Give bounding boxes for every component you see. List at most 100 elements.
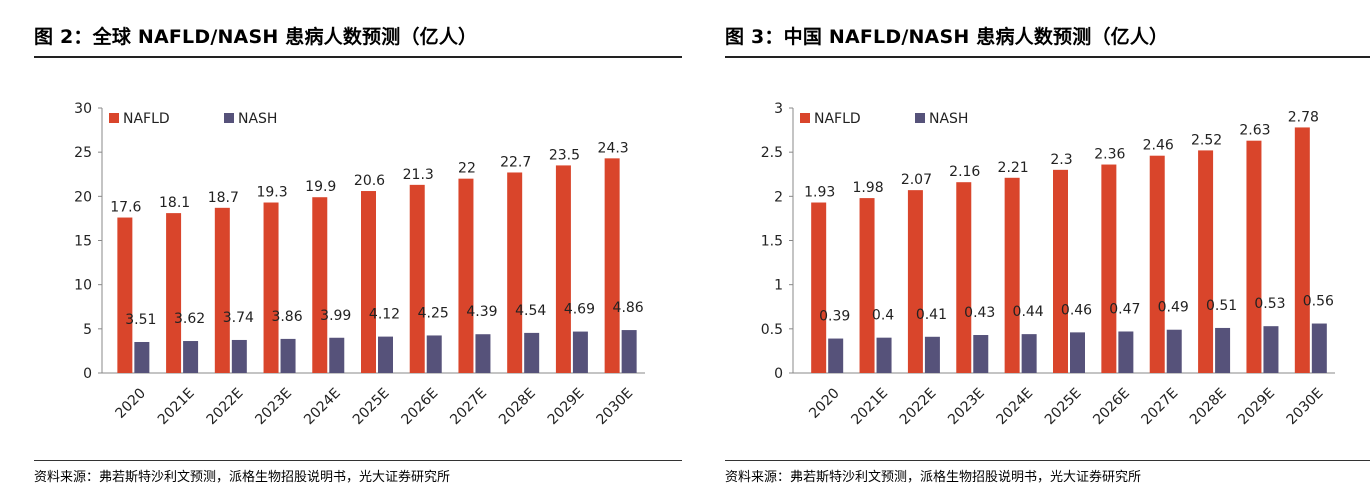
data-label-nafld: 2.63: [1239, 123, 1270, 139]
bar-nafld: [312, 197, 328, 373]
data-label-nash: 0.41: [916, 307, 947, 323]
data-label-nash: 3.51: [125, 312, 156, 328]
bar-nash: [1263, 326, 1279, 373]
data-label-nafld: 1.98: [852, 180, 883, 196]
x-tick-label: 2023E: [945, 385, 988, 428]
figure-title: 图 3：中国 NAFLD/NASH 患病人数预测（亿人）: [725, 26, 1169, 48]
bar-nash: [828, 338, 844, 373]
bar-nash: [1118, 331, 1134, 373]
bar-nafld: [458, 178, 474, 373]
data-label-nash: 0.44: [1013, 304, 1044, 320]
data-label-nash: 4.12: [369, 307, 400, 323]
x-tick-label: 2029E: [545, 385, 588, 428]
data-label-nafld: 2.16: [949, 164, 980, 180]
data-label-nafld: 20.6: [354, 173, 385, 189]
x-tick-label: 2022E: [204, 385, 247, 428]
data-label-nafld: 22.7: [500, 154, 531, 170]
bar-nafld: [1246, 140, 1262, 373]
x-tick-label: 2024E: [301, 385, 344, 428]
data-label-nash: 4.69: [564, 302, 595, 318]
bar-nash: [183, 341, 199, 373]
data-label-nafld: 2.78: [1288, 109, 1319, 125]
data-label-nash: 4.25: [418, 305, 449, 321]
bar-nash: [924, 336, 940, 373]
legend-label-nafld: NAFLD: [814, 111, 861, 127]
legend-label-nafld: NAFLD: [123, 111, 170, 127]
y-tick-label: 1: [774, 278, 783, 294]
data-label-nafld: 24.3: [598, 140, 629, 156]
y-tick-label: 15: [74, 234, 92, 250]
x-tick-label: 2029E: [1235, 385, 1278, 428]
y-tick-label: 5: [83, 322, 92, 338]
data-label-nafld: 21.3: [403, 167, 434, 183]
source-note: 资料来源：弗若斯特沙利文预测，派格生物招股说明书，光大证券研究所: [34, 470, 451, 485]
y-tick-label: 3: [774, 101, 783, 117]
data-label-nash: 3.62: [174, 311, 205, 327]
bar-nash: [475, 334, 491, 373]
x-tick-label: 2021E: [155, 385, 198, 428]
bar-nafld: [1004, 177, 1020, 373]
data-label-nash: 0.43: [964, 305, 995, 321]
title-divider: [725, 56, 1370, 58]
bar-nash: [1021, 334, 1037, 373]
legend-swatch-nafld: [800, 113, 810, 123]
bar-nafld: [1294, 127, 1310, 373]
bar-nafld: [1053, 169, 1068, 373]
bar-nafld: [811, 202, 827, 373]
data-label-nash: 0.4: [872, 308, 894, 324]
x-tick-label: 2028E: [1187, 385, 1230, 428]
bar-nash: [621, 330, 637, 373]
y-tick-label: 2.5: [761, 145, 783, 161]
bar-nafld: [214, 207, 230, 373]
chart-global: 0 5 10 15 20 25 30 NAFLD NASH 17.6 3.51 2020 18.1 3.6…: [74, 101, 645, 428]
bar-nafld: [507, 172, 523, 373]
bar-nafld: [117, 217, 133, 373]
x-tick-label: 2026E: [1090, 385, 1133, 428]
legend-swatch-nash: [915, 113, 925, 123]
data-label-nafld: 2.3: [1050, 152, 1072, 168]
legend-swatch-nafld: [109, 113, 119, 123]
bar-nash: [231, 339, 247, 373]
figure-china: 图 3：中国 NAFLD/NASH 患病人数预测（亿人） 0 0.5 1 1.5 2 2.…: [725, 0, 1370, 498]
data-label-nash: 3.99: [320, 308, 351, 324]
y-tick-label: 25: [74, 145, 92, 161]
bar-nash: [134, 341, 150, 373]
bar-nafld: [1198, 150, 1214, 373]
bar-nafld: [361, 191, 376, 373]
y-tick-label: 2: [774, 189, 783, 205]
bar-nafld: [1101, 164, 1117, 373]
data-label-nash: 0.49: [1158, 300, 1189, 316]
data-label-nafld: 2.46: [1143, 138, 1174, 154]
x-tick-label: 2028E: [496, 385, 539, 428]
title-divider: [34, 56, 682, 58]
data-label-nafld: 2.52: [1191, 132, 1222, 148]
legend-label-nash: NASH: [238, 111, 277, 127]
data-label-nash: 4.54: [515, 303, 546, 319]
x-tick-label: 2025E: [1042, 385, 1085, 428]
bar-nash: [1311, 323, 1327, 373]
figure-global: 图 2：全球 NAFLD/NASH 患病人数预测（亿人） 0 5 10 15 20 25 3…: [0, 0, 684, 498]
bar-nash: [973, 335, 989, 373]
x-tick-label: 2020: [806, 385, 843, 422]
bar-nash: [1166, 329, 1182, 373]
data-label-nafld: 22: [458, 161, 476, 177]
source-divider: [34, 460, 682, 461]
data-label-nafld: 19.3: [256, 185, 287, 201]
data-label-nash: 4.39: [466, 304, 497, 320]
data-label-nafld: 2.21: [998, 160, 1029, 176]
y-tick-label: 10: [74, 278, 92, 294]
x-tick-label: 2020: [112, 385, 149, 422]
data-label-nafld: 18.1: [159, 195, 190, 211]
bar-nash: [1215, 327, 1231, 373]
bar-nash: [378, 336, 393, 373]
data-label-nash: 0.56: [1303, 294, 1334, 310]
data-label-nafld: 2.07: [901, 172, 932, 188]
x-tick-label: 2025E: [350, 385, 393, 428]
y-tick-label: 20: [74, 189, 92, 205]
data-label-nafld: 1.93: [804, 185, 835, 201]
x-tick-label: 2026E: [399, 385, 442, 428]
x-tick-label: 2030E: [1284, 385, 1327, 428]
bar-nash: [572, 331, 588, 373]
data-label-nafld: 19.9: [305, 179, 336, 195]
